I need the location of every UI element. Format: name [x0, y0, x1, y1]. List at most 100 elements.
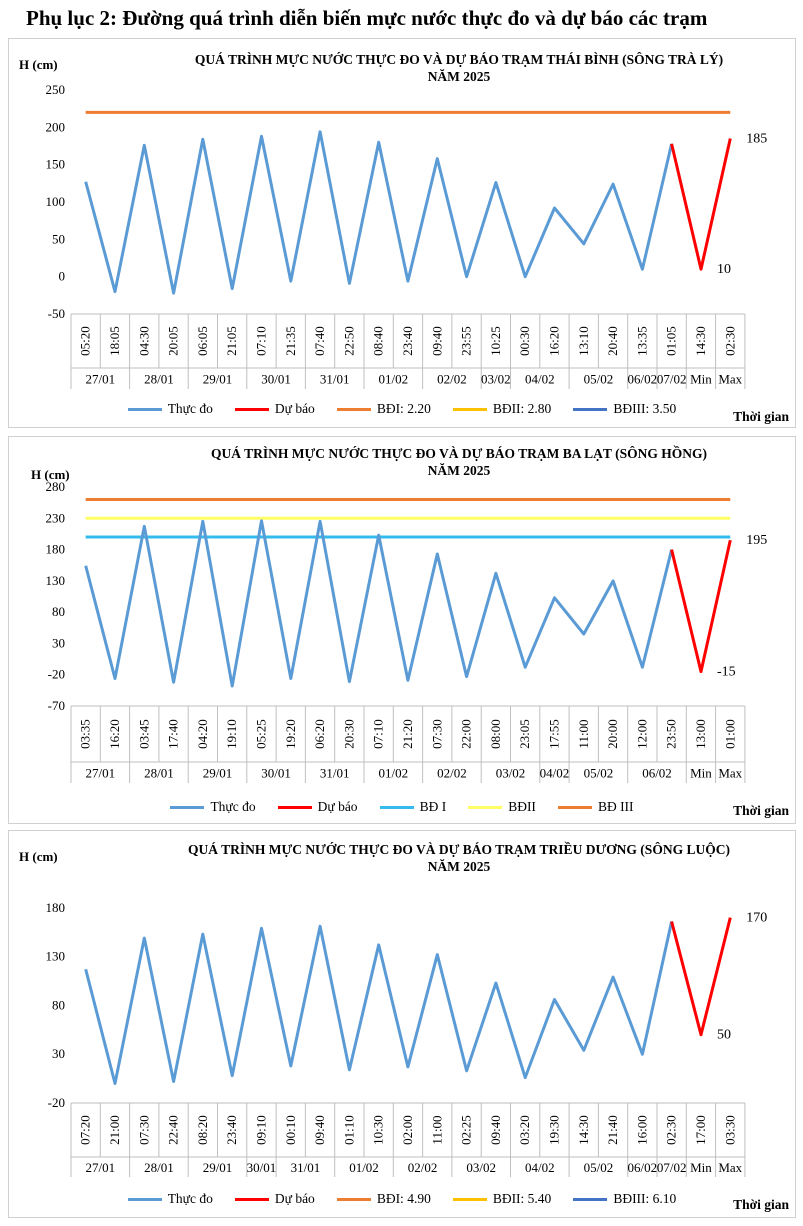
x-tick-label: 01:00 — [722, 719, 737, 749]
legend-label: Thực đo — [167, 1191, 213, 1206]
x-tick-label: 05:20 — [78, 326, 93, 356]
date-group-label: 04/02 — [525, 1160, 555, 1175]
legend-swatch — [127, 407, 162, 411]
date-group-label: 30/01 — [261, 372, 291, 387]
date-group-label: 05/02 — [584, 372, 614, 387]
x-tick-label: 23:50 — [664, 719, 679, 749]
legend-swatch — [234, 407, 269, 411]
legend-label: BĐ I — [419, 799, 447, 814]
legend-item: BĐ I — [379, 799, 447, 815]
x-tick-label: 16:20 — [107, 719, 122, 749]
x-tick-label: 16:20 — [546, 326, 561, 356]
y-tick-label: 130 — [46, 573, 66, 588]
y-axis-label: H (cm) — [19, 57, 58, 72]
x-tick-label: 05:25 — [253, 719, 268, 749]
x-tick-label: 19:20 — [283, 719, 298, 749]
date-group-label: 07/02 — [657, 372, 687, 387]
legend-label: BĐII: 5.40 — [492, 1191, 552, 1206]
x-axis-label: Thời gian — [733, 409, 789, 424]
legend-label: Dự báo — [274, 1191, 315, 1206]
date-group-label: 05/02 — [584, 766, 614, 781]
legend-item: Thực đo — [127, 401, 213, 417]
legend-item: Thực đo — [127, 1191, 213, 1207]
date-group-label: 04/02 — [540, 766, 570, 781]
x-tick-label: 07:40 — [312, 326, 327, 356]
date-group-label: 06/02 — [642, 766, 672, 781]
date-group-label: 30/01 — [247, 1160, 277, 1175]
data-label: 50 — [717, 1028, 731, 1043]
date-group-label: Max — [718, 766, 742, 781]
x-tick-label: 01:05 — [664, 326, 679, 356]
date-group-label: 31/01 — [320, 766, 350, 781]
x-tick-label: 09:40 — [488, 1115, 503, 1145]
date-group-label: 04/02 — [525, 372, 555, 387]
legend-label: Thực đo — [167, 401, 213, 416]
chart-plot: -70 -20 30 80 130 180 230 280 03:35 16:20 03:45 17:… — [46, 479, 767, 783]
x-tick-label: 07:30 — [136, 1115, 151, 1145]
x-tick-label: 03:30 — [722, 1115, 737, 1145]
chart-panel-ba-lat: QUÁ TRÌNH MỰC NƯỚC THỰC ĐO VÀ DỰ BÁO TRẠ… — [8, 436, 796, 824]
x-tick-label: 07:10 — [371, 719, 386, 749]
x-tick-label: 03:45 — [136, 719, 151, 749]
y-tick-label: 230 — [46, 510, 66, 525]
y-tick-label: -50 — [48, 306, 65, 321]
x-tick-label: 17:00 — [693, 1115, 708, 1145]
legend-swatch — [573, 1197, 608, 1201]
x-tick-label: 22:00 — [459, 719, 474, 749]
legend-swatch — [557, 805, 592, 809]
x-tick-label: 09:40 — [312, 1115, 327, 1145]
legend-label: Dự báo — [274, 401, 315, 416]
y-axis-label: H (cm) — [19, 849, 58, 864]
x-tick-label: 21:35 — [283, 326, 298, 356]
x-tick-label: 00:30 — [517, 326, 532, 356]
legend-swatch — [336, 1197, 371, 1201]
legend-item: BĐII — [468, 799, 536, 815]
legend-label: BĐ III — [597, 799, 634, 814]
legend-item: BĐ III — [557, 799, 634, 815]
legend-item: Dự báo — [277, 799, 358, 815]
y-tick-label: 30 — [52, 1046, 65, 1061]
x-tick-label: 08:00 — [488, 719, 503, 749]
date-group-label: Max — [718, 1160, 742, 1175]
page-title: Phụ lục 2: Đường quá trình diễn biến mực… — [26, 6, 708, 30]
x-tick-label: 18:05 — [107, 326, 122, 356]
date-group-label: 28/01 — [144, 1160, 174, 1175]
date-group-label: 31/01 — [291, 1160, 321, 1175]
legend-label: Dự báo — [317, 799, 358, 814]
legend-item: BĐI: 2.20 — [336, 401, 431, 417]
date-group-label: 06/02 — [628, 1160, 658, 1175]
x-tick-label: 23:55 — [459, 326, 474, 356]
date-group-label: 05/02 — [584, 1160, 614, 1175]
chart-legend: Thực đo Dự báo BĐI: 4.90 BĐII: 5.40 BĐII… — [9, 1191, 795, 1207]
y-tick-label: 100 — [46, 194, 66, 209]
chart-panel-trieu-duong: QUÁ TRÌNH MỰC NƯỚC THỰC ĐO VÀ DỰ BÁO TRẠ… — [8, 830, 796, 1218]
x-tick-label: 08:40 — [371, 326, 386, 356]
forecast-series-line — [670, 138, 732, 271]
x-tick-label: 21:05 — [224, 326, 239, 356]
legend-item: Dự báo — [234, 401, 315, 417]
date-group-label: 07/02 — [657, 1160, 687, 1175]
legend-swatch — [573, 407, 608, 411]
date-group-label: 02/02 — [437, 372, 467, 387]
legend-swatch — [277, 805, 312, 809]
x-tick-label: 13:10 — [576, 326, 591, 356]
y-tick-label: 80 — [52, 604, 65, 619]
x-tick-label: 14:30 — [693, 326, 708, 356]
legend-item: BĐII: 2.80 — [452, 401, 551, 417]
x-tick-label: 08:20 — [195, 1115, 210, 1145]
data-label: 195 — [746, 533, 767, 548]
forecast-series-line — [670, 539, 732, 674]
date-group-label: 27/01 — [85, 1160, 115, 1175]
date-group-label: 29/01 — [203, 766, 233, 781]
legend-item: BĐI: 4.90 — [336, 1191, 431, 1207]
legend-item: Thực đo — [170, 799, 256, 815]
date-group-label: 06/02 — [628, 372, 658, 387]
data-label: 10 — [717, 262, 731, 277]
x-tick-label: 10:25 — [488, 326, 503, 356]
x-tick-label: 17:55 — [546, 719, 561, 749]
legend-label: Thực đo — [210, 799, 256, 814]
date-group-label: Min — [690, 1160, 712, 1175]
date-group-label: 02/02 — [408, 1160, 438, 1175]
y-tick-label: 150 — [46, 157, 66, 172]
x-tick-label: 22:40 — [166, 1115, 181, 1145]
